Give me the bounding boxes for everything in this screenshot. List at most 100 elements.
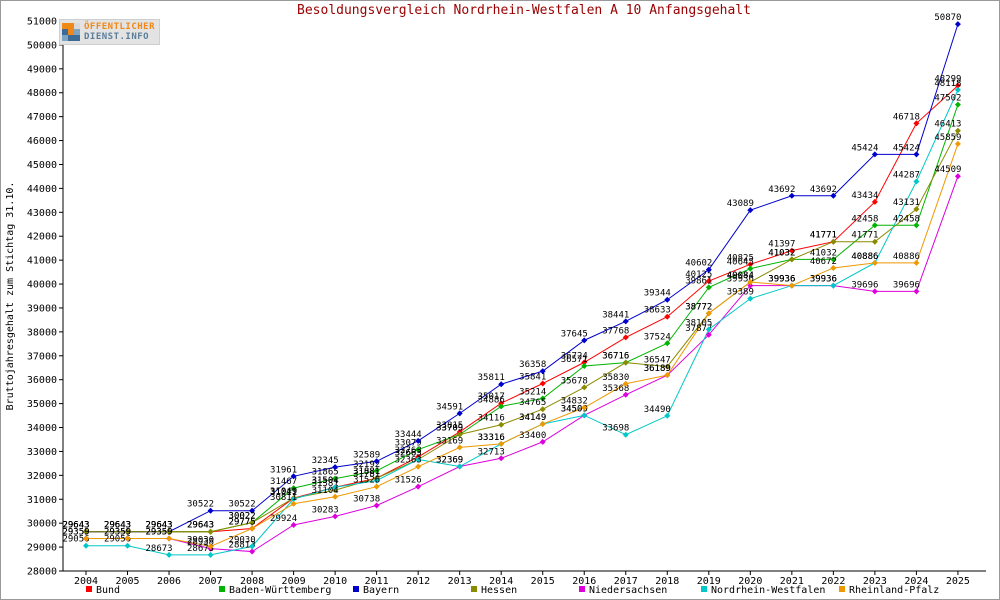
data-point-marker [913,288,920,295]
data-point-label: 33815 [436,421,463,431]
data-point-marker [747,265,754,272]
series-line-baden-w-rttemberg [86,104,959,533]
data-point-marker [456,431,463,438]
legend-marker [86,586,92,592]
y-tick-label: 48000 [27,88,57,99]
data-point-label: 41032 [768,248,795,258]
legend-label: Bund [96,585,120,596]
data-point-label: 33444 [395,430,422,440]
data-point-label: 45424 [851,143,878,153]
logo-text-line2: DIENST.INFO [84,32,150,42]
data-point-marker [332,513,339,520]
data-point-label: 41771 [851,231,878,241]
legend-marker [219,586,225,592]
data-point-label: 34591 [436,402,463,412]
data-point-marker [539,368,546,375]
x-tick-label: 2008 [240,576,264,587]
x-tick-label: 2013 [448,576,472,587]
data-point-label: 36547 [644,356,671,366]
data-point-label: 31467 [270,477,297,487]
data-point-label: 44509 [934,165,961,175]
data-point-label: 28673 [187,544,214,554]
data-point-label: 34509 [561,404,588,414]
y-tick-label: 44000 [27,184,57,195]
data-point-marker [747,282,754,289]
data-point-label: 43434 [851,191,878,201]
data-point-label: 29359 [145,528,172,538]
data-point-label: 43692 [768,185,795,195]
legend-marker [839,586,845,592]
series-line-rheinland-pfalz [86,143,959,547]
data-point-label: 40125 [685,270,712,280]
data-point-marker [539,380,546,387]
data-point-marker [498,440,505,447]
data-point-label: 29924 [270,514,297,524]
data-point-marker [456,410,463,417]
data-point-label: 36358 [519,360,546,370]
data-point-label: 29056 [104,535,131,545]
data-point-marker [622,359,629,366]
data-point-marker [664,372,671,379]
legend-item-nordrhein-westfalen: Nordrhein-Westfalen [701,585,825,596]
data-point-label: 39936 [810,275,837,285]
data-point-marker [124,535,131,542]
data-point-marker [913,259,920,266]
data-point-label: 30811 [270,493,297,503]
y-tick-label: 47000 [27,112,57,123]
data-point-label: 29030 [229,535,256,545]
data-point-marker [664,296,671,303]
y-tick-label: 35000 [27,399,57,410]
data-point-marker [539,438,546,445]
data-point-marker [498,403,505,410]
data-point-label: 43131 [893,198,920,208]
legend-item-rheinland-pfalz: Rheinland-Pfalz [839,585,939,596]
data-point-marker [415,483,422,490]
data-point-label: 30022 [229,512,256,522]
data-point-marker [788,247,795,254]
data-point-marker [788,256,795,263]
data-point-marker [581,337,588,344]
data-point-marker [871,259,878,266]
data-point-marker [830,192,837,199]
x-tick-label: 2016 [572,576,596,587]
data-point-label: 41771 [810,231,837,241]
data-point-label: 29359 [62,528,89,538]
data-point-marker [581,384,588,391]
data-point-label: 40886 [851,252,878,262]
data-point-marker [913,151,920,158]
data-point-label: 41032 [810,248,837,258]
data-point-label: 39344 [644,289,671,299]
legend-item-bayern: Bayern [353,585,399,596]
legend-item-niedersachsen: Niedersachsen [579,585,667,596]
x-tick-label: 2018 [655,576,679,587]
data-point-marker [290,500,297,507]
data-point-label: 32589 [353,450,380,460]
data-point-label: 39936 [727,275,754,285]
data-point-marker [954,82,961,89]
data-point-label: 29643 [145,521,172,531]
data-point-label: 48299 [934,75,961,85]
data-point-marker [871,238,878,245]
data-point-label: 29643 [145,521,172,531]
data-point-marker [622,380,629,387]
y-tick-label: 34000 [27,423,57,434]
data-point-marker [622,334,629,341]
legend-marker [701,586,707,592]
data-point-label: 33316 [478,433,505,443]
data-point-label: 29643 [62,521,89,531]
data-point-label: 35841 [519,372,546,382]
data-point-label: 34765 [519,398,546,408]
legend-marker [353,586,359,592]
data-point-marker [498,400,505,407]
data-point-marker [415,446,422,453]
data-point-label: 36724 [561,351,588,361]
data-point-label: 50870 [934,13,961,23]
data-point-label: 39696 [851,280,878,290]
x-tick-label: 2024 [904,576,928,587]
x-tick-label: 2019 [697,576,721,587]
data-point-marker [456,463,463,470]
data-point-marker [373,467,380,474]
x-tick-label: 2020 [738,576,762,587]
data-point-label: 29643 [62,521,89,531]
